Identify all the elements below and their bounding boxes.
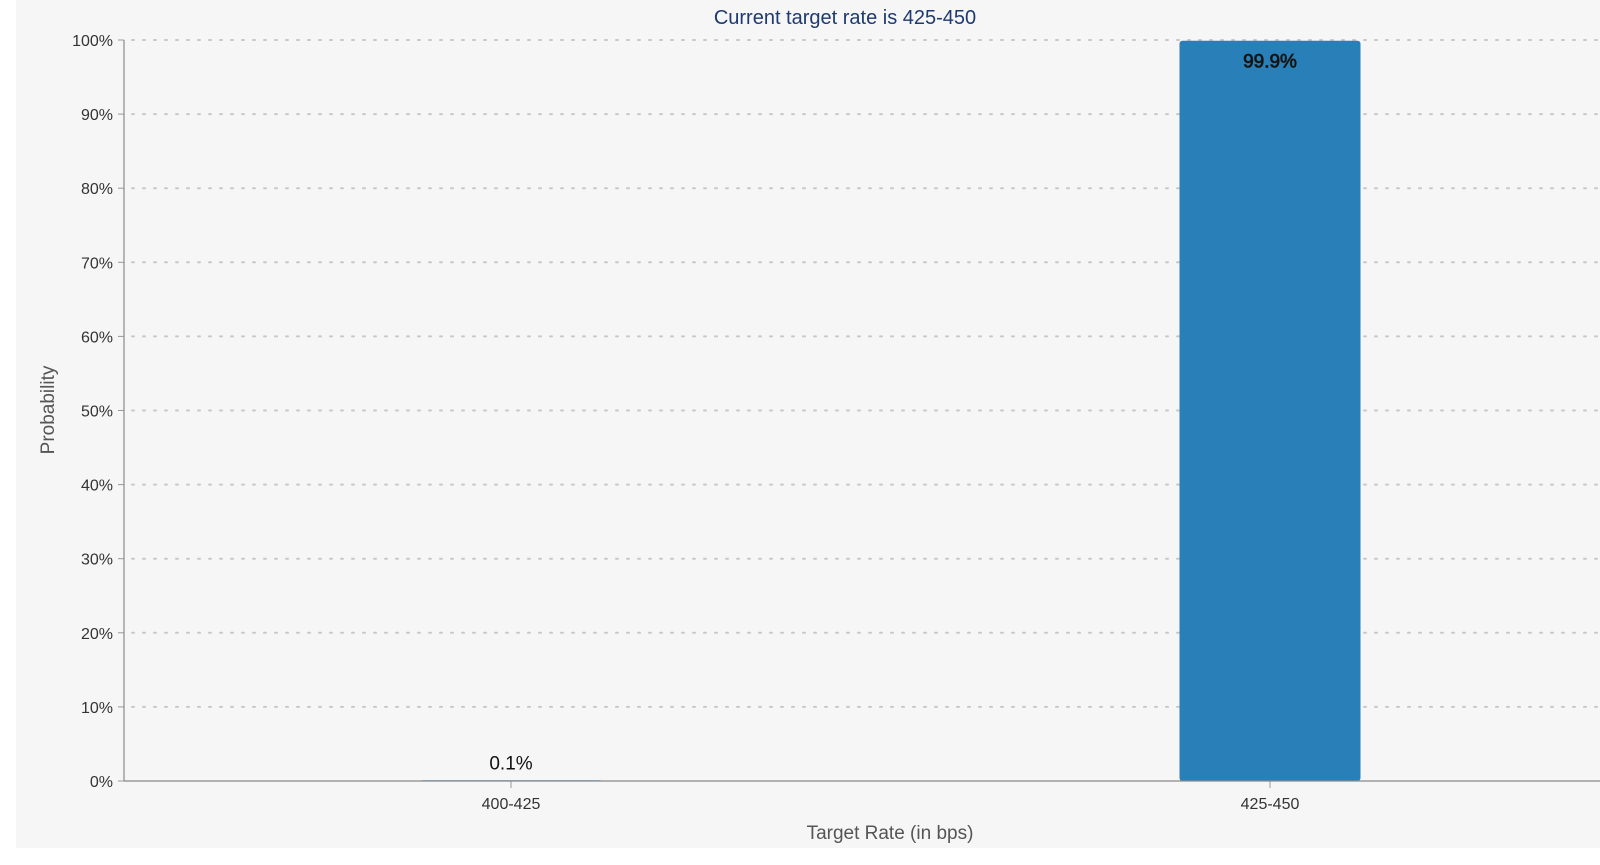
axes: [118, 39, 1600, 788]
y-tick-label: 30%: [81, 552, 113, 569]
y-tick-label: 70%: [81, 255, 113, 272]
y-tick-label: 20%: [81, 626, 113, 643]
gridlines: [131, 39, 1600, 708]
y-tick-label: 90%: [81, 107, 113, 124]
y-tick-label: 80%: [81, 181, 113, 198]
x-tick-label: 425-450: [1241, 796, 1300, 813]
y-tick-label: 100%: [72, 33, 113, 50]
chart-title: Current target rate is 425-450: [714, 7, 976, 29]
data-label: 99.9%: [1243, 52, 1297, 73]
y-tick-label: 60%: [81, 329, 113, 346]
x-axis-title: Target Rate (in bps): [807, 823, 974, 844]
y-tick-label: 40%: [81, 478, 113, 495]
data-label: 0.1%: [489, 753, 532, 774]
x-tick-label: 400-425: [482, 796, 541, 813]
y-tick-label: 50%: [81, 404, 113, 421]
bar-425-450[interactable]: [1179, 40, 1361, 781]
y-tick-label: 10%: [81, 700, 113, 717]
y-tick-label: 0%: [90, 774, 113, 791]
labels: 0% 10% 20% 30% 40% 50% 60% 70% 80% 90% 100% 0.1% 400…: [72, 33, 1299, 813]
y-axis-title: Probability: [38, 365, 59, 454]
